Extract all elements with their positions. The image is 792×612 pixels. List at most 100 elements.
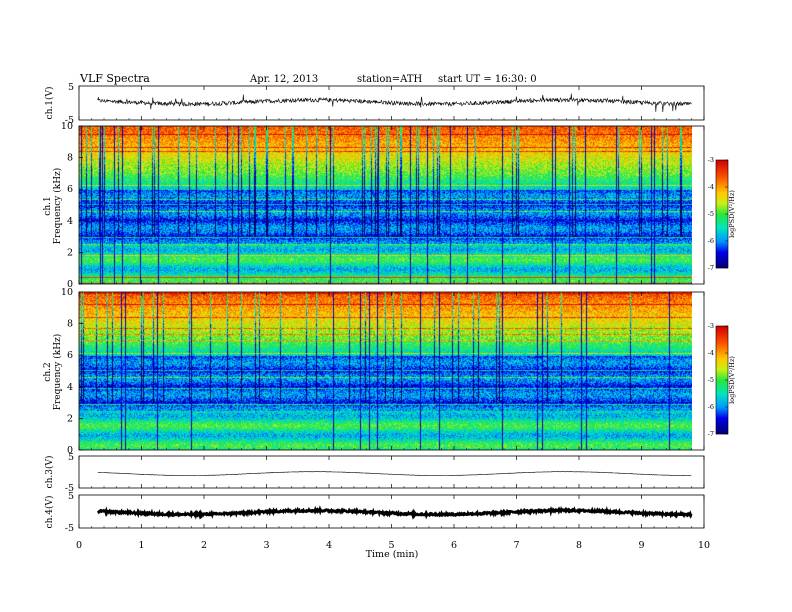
colorbar-swatch <box>716 410 728 412</box>
colorbar-swatch <box>716 380 728 382</box>
colorbar-swatch <box>716 415 728 417</box>
waveform-line <box>96 505 693 520</box>
colorbar-swatch <box>716 326 728 328</box>
y-tick-label: 0 <box>67 279 73 290</box>
spectrogram-image <box>79 292 692 450</box>
colorbar-swatch <box>716 344 728 346</box>
colorbar-swatch <box>716 166 728 168</box>
colorbar-swatch <box>716 171 728 173</box>
colorbar-swatch <box>716 219 728 221</box>
colorbar-tick-label: -7 <box>708 264 714 272</box>
colorbar-swatch <box>716 377 728 379</box>
colorbar-swatch <box>716 199 728 201</box>
figure-title: VLF Spectra <box>79 72 150 85</box>
colorbar-swatch <box>716 362 728 364</box>
x-tick-label: 5 <box>388 540 394 551</box>
x-tick-label: 4 <box>326 540 332 551</box>
colorbar-swatch <box>716 392 728 394</box>
colorbar-swatch <box>716 183 728 185</box>
colorbar-swatch <box>716 267 728 269</box>
colorbar-swatch <box>716 349 728 351</box>
colorbar-swatch <box>716 413 728 415</box>
colorbar-swatch <box>716 430 728 432</box>
colorbar-swatch <box>716 206 728 208</box>
colorbar-swatch <box>716 387 728 389</box>
colorbar-swatch <box>716 367 728 369</box>
y-tick-label: 0 <box>67 445 73 456</box>
colorbar-swatch <box>716 370 728 372</box>
x-tick-label: 3 <box>263 540 269 551</box>
y-tick-label: 6 <box>67 350 73 361</box>
colorbar-swatch <box>716 385 728 387</box>
colorbar-swatch <box>716 341 728 343</box>
colorbar-swatch <box>716 421 728 423</box>
colorbar-swatch <box>716 339 728 341</box>
spectrogram-image <box>79 126 692 284</box>
start-time-label: start UT = 16:30: 0 <box>438 74 537 85</box>
colorbar-swatch <box>716 379 728 381</box>
ch2-frequency-ylabel: Frequency (kHz) <box>52 334 63 411</box>
colorbar-swatch <box>716 236 728 238</box>
colorbar-swatch <box>716 173 728 175</box>
colorbar-swatch <box>716 427 728 429</box>
colorbar-swatch <box>716 414 728 416</box>
colorbar-swatch <box>716 363 728 365</box>
colorbar-swatch <box>716 428 728 430</box>
colorbar-swatch <box>716 394 728 396</box>
colorbar-swatch <box>716 368 728 370</box>
colorbar-swatch <box>716 369 728 371</box>
colorbar-swatch <box>716 262 728 264</box>
colorbar-swatch <box>716 255 728 257</box>
colorbar-swatch <box>716 355 728 357</box>
colorbar-tick-label: -3 <box>708 156 714 164</box>
colorbar-swatch <box>716 230 728 232</box>
colorbar-swatch <box>716 245 728 247</box>
colorbar-swatch <box>716 371 728 373</box>
colorbar-swatch <box>716 227 728 229</box>
colorbar-swatch <box>716 348 728 350</box>
colorbar-swatch <box>716 376 728 378</box>
colorbar-swatch <box>716 220 728 222</box>
ch1-spectrogram-ylabel-top: ch.1 <box>43 196 53 215</box>
colorbar-swatch <box>716 422 728 424</box>
colorbar-swatch <box>716 174 728 176</box>
colorbar-swatch <box>716 179 728 181</box>
colorbar-swatch <box>716 365 728 367</box>
colorbar-swatch <box>716 200 728 202</box>
colorbar-tick-label: -6 <box>708 237 714 245</box>
colorbar-swatch <box>716 162 728 164</box>
colorbar-swatch <box>716 352 728 354</box>
y-tick-label: 4 <box>67 382 73 393</box>
colorbar-swatch <box>716 228 728 230</box>
panel-frame <box>78 455 705 489</box>
colorbar-swatch <box>716 198 728 200</box>
colorbar-swatch <box>716 336 728 338</box>
x-tick-label: 10 <box>698 540 710 551</box>
x-tick-label: 1 <box>138 540 144 551</box>
colorbar-swatch <box>716 226 728 228</box>
colorbar-swatch <box>716 176 728 178</box>
station-label: station=ATH <box>357 74 423 85</box>
colorbar-swatch <box>716 196 728 198</box>
colorbar-swatch <box>716 190 728 192</box>
colorbar-swatch <box>716 425 728 427</box>
colorbar-swatch <box>716 419 728 421</box>
colorbar-swatch <box>716 259 728 261</box>
colorbar-swatch <box>716 417 728 419</box>
colorbar-swatch <box>716 343 728 345</box>
colorbar-swatch <box>716 403 728 405</box>
colorbar-swatch <box>716 432 728 434</box>
colorbar-swatch <box>716 201 728 203</box>
waveform-line <box>97 93 692 113</box>
colorbar-swatch <box>716 188 728 190</box>
colorbar-swatch <box>716 266 728 268</box>
ch1-spectrogram-panel: 0 2 4 6 8 10 <box>61 121 705 290</box>
colorbar-swatch <box>716 260 728 262</box>
x-tick-label: 9 <box>638 540 644 551</box>
colorbar-swatch <box>716 391 728 393</box>
y-tick-label: 8 <box>67 153 73 164</box>
colorbar-swatch <box>716 386 728 388</box>
colorbar-swatch <box>716 164 728 166</box>
colorbar-swatch <box>716 337 728 339</box>
